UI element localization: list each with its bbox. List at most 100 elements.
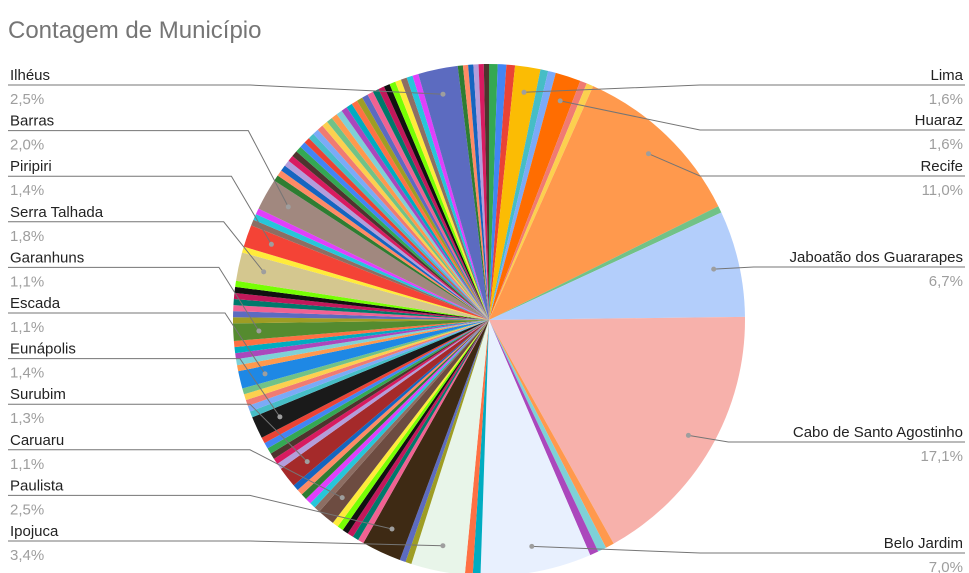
pie-slice-minor: [253, 214, 489, 320]
slice-label-name: Lima: [930, 67, 963, 84]
slice-label-value: 2,5%: [10, 501, 44, 518]
pie-slice-minor: [478, 64, 489, 320]
pie-slice-minor: [247, 320, 489, 412]
leader-dot: [277, 414, 283, 420]
pie-slice-minor: [489, 320, 614, 548]
pie-slices: [232, 63, 745, 573]
pie-slice-minor: [261, 320, 489, 444]
pie-slice-garanhuns: [233, 320, 489, 342]
slice-label-value: 7,0%: [929, 559, 963, 573]
leader-dot: [262, 371, 268, 377]
pie-slice-minor: [337, 320, 489, 531]
leader-dot: [256, 328, 262, 334]
pie-slice-recife: [489, 86, 719, 321]
pie-slice-minor: [336, 110, 489, 320]
leader-dot: [389, 526, 395, 532]
pie-slice-minor: [233, 298, 489, 320]
pie-slice-eun-polis: [252, 320, 489, 438]
pie-slice-minor: [351, 100, 489, 320]
leader-line: [688, 434, 965, 443]
pie-slice-caruaru: [319, 320, 489, 523]
pie-slice-minor: [489, 69, 549, 321]
leader-dot: [711, 266, 717, 272]
pie-slice-minor: [300, 142, 489, 320]
slice-label-name: Eunápolis: [10, 341, 76, 358]
pie-slice-minor: [395, 79, 489, 320]
pie-slice-cabo-de-santo-agostinho: [489, 316, 745, 544]
leader-line: [713, 266, 965, 270]
pie-slice-minor: [270, 320, 489, 459]
slice-label-group: Garanhuns 1,1%: [8, 249, 262, 334]
slice-label-group: Belo Jardim 7,0%: [529, 535, 965, 573]
slice-label-name: Surubim: [10, 386, 66, 403]
pie-slice-barras: [258, 180, 489, 320]
leader-dot: [285, 204, 291, 210]
pie-slice-escada: [238, 320, 489, 389]
leader-line: [8, 266, 260, 332]
pie-slice-serra-talhada: [236, 252, 489, 320]
pie-slice-minor: [233, 320, 489, 348]
leader-line: [560, 100, 965, 131]
slice-label-value: 6,7%: [929, 273, 963, 290]
slice-label-group: Paulista 2,5%: [8, 477, 395, 532]
slice-label-name: Cabo de Santo Agostinho: [793, 424, 963, 441]
pie-slice-minor: [489, 83, 594, 321]
slice-label-name: Caruaru: [10, 432, 64, 449]
slice-label-name: Belo Jardim: [884, 535, 963, 552]
chart-title: Contagem de Município: [8, 17, 261, 44]
leader-line: [8, 449, 343, 499]
slice-label-group: Cabo de Santo Agostinho 17,1%: [685, 424, 965, 465]
pie-slice-minor: [242, 320, 489, 395]
pie-slice-minor: [341, 107, 489, 320]
pie-slice-minor: [245, 320, 489, 406]
pie-slice-minor: [310, 320, 489, 508]
leader-line: [8, 175, 272, 245]
pie-slice-minor: [472, 320, 489, 573]
pie-slice-minor: [251, 219, 489, 320]
pie-slice-lima: [489, 65, 541, 320]
leader-line: [8, 221, 265, 273]
pie-slice-minor: [468, 64, 489, 320]
pie-slice-minor: [233, 311, 489, 320]
pie-slice-minor: [405, 320, 489, 564]
pie-slice-minor: [277, 170, 489, 320]
pie-slice-minor: [234, 320, 489, 354]
slice-label-group: Ipojuca 3,4%: [8, 523, 446, 564]
slice-label-value: 1,6%: [929, 91, 963, 108]
slice-label-group: Barras 2,0%: [8, 113, 291, 210]
leader-dot: [529, 543, 535, 549]
slice-label-value: 3,4%: [10, 547, 44, 564]
pie-slice-surubim: [280, 320, 489, 486]
pie-slice-minor: [367, 91, 489, 320]
slice-label-value: 1,6%: [929, 136, 963, 153]
pie-slice-minor: [301, 320, 489, 499]
pie-slice-minor: [473, 64, 489, 321]
pie-slice-minor: [378, 86, 489, 320]
slice-label-value: 1,1%: [10, 273, 44, 290]
pie-slice-minor: [462, 64, 489, 320]
slice-label-name: Recife: [920, 158, 963, 175]
slice-label-group: Jaboatão dos Guararapes 6,7%: [711, 249, 965, 290]
pie-slice-minor: [489, 64, 507, 321]
pie-slice-paulista: [363, 320, 489, 560]
pie-slice-minor: [236, 320, 489, 366]
leader-line: [648, 153, 965, 177]
pie-slice-minor: [383, 84, 489, 320]
slice-label-group: Piripiri 1,4%: [8, 158, 274, 247]
pie-slice-minor: [352, 320, 489, 540]
pie-slice-minor: [233, 292, 489, 320]
pie-slice-minor: [331, 114, 489, 320]
pie-slice-minor: [235, 320, 489, 360]
pie-slice-minor: [457, 65, 489, 320]
slice-label-group: Serra Talhada 1,8%: [8, 204, 267, 275]
pie-slice-minor: [342, 320, 489, 534]
leader-line: [523, 84, 965, 93]
pie-slice-minor: [489, 64, 498, 320]
pie-slice-minor: [489, 206, 722, 320]
pie-slice-minor: [317, 125, 489, 320]
pie-slice-minor: [264, 320, 489, 449]
leader-line: [8, 540, 443, 547]
slice-label-group: Eunápolis 1,4%: [8, 341, 283, 420]
slice-label-group: Lima 1,6%: [521, 67, 965, 108]
leader-dot: [261, 269, 267, 275]
